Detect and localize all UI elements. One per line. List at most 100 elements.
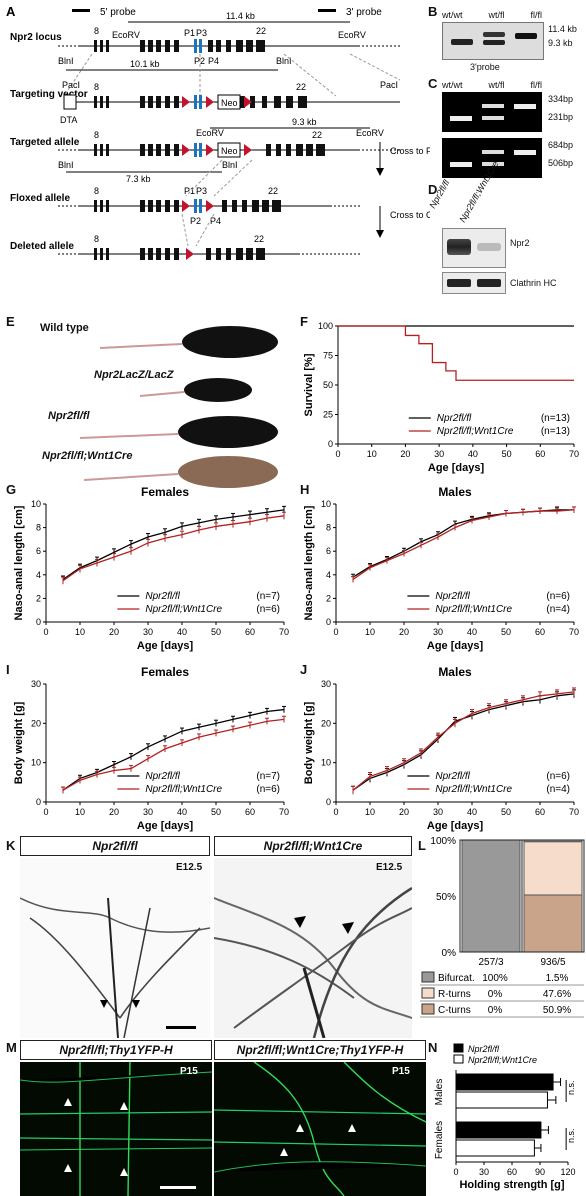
x-axis-label: Age [days] bbox=[137, 820, 194, 832]
cross-cre-label: Cross to Cre mice bbox=[390, 210, 430, 220]
mouse-label-flfl: Npr2fl/fl bbox=[48, 410, 90, 422]
legend-n: (n=13) bbox=[541, 426, 570, 437]
exon-8-label: 8 bbox=[94, 26, 99, 36]
lane-label: wt/fl bbox=[488, 80, 505, 90]
micro-image-k-1 bbox=[20, 858, 210, 1038]
targeted-ecorv-2: EcoRV bbox=[356, 128, 384, 138]
targeting-diagram: A 5' probe 3' probe Npr2 locus Targeting… bbox=[6, 4, 430, 260]
targeted-neo-label: Neo bbox=[221, 146, 238, 156]
cross-flp-label: Cross to FLPeR mice bbox=[390, 146, 430, 156]
bar bbox=[455, 1121, 542, 1139]
y-tick-label: 10 bbox=[31, 758, 41, 768]
table-value: 47.6% bbox=[543, 989, 571, 1000]
panel-m-letter: M bbox=[6, 1040, 17, 1055]
probe-5-label: 5' probe bbox=[100, 7, 136, 18]
x-tick-label: 70 bbox=[569, 627, 579, 637]
panel-f-letter: F bbox=[300, 314, 308, 329]
floxed-exon-22: 22 bbox=[268, 186, 278, 196]
sig-label: n.s. bbox=[566, 1128, 576, 1143]
size-label: 684bp bbox=[548, 140, 574, 150]
table-label: R-turns bbox=[438, 989, 471, 1000]
weight-males-chart: Males 0 10 20 30 40 50 60 70 0 10 20 30 Age [days] Bod… bbox=[303, 665, 579, 832]
row-label-targeted: Targeted allele bbox=[10, 137, 80, 148]
y-axis-label: Naso-anal length [cm] bbox=[13, 505, 25, 620]
panel-n-letter: N bbox=[428, 1040, 438, 1055]
table-label: Bifurcat. bbox=[438, 973, 475, 984]
survival-chart: 0 10 20 30 40 50 60 70 0 25 50 75 100 Age [days] Survi… bbox=[303, 321, 579, 474]
legend-n: (n=6) bbox=[546, 591, 570, 602]
targeted-blni-2: BlnI bbox=[222, 160, 238, 170]
stage-label: E12.5 bbox=[176, 862, 203, 873]
x-tick-label: 0 bbox=[43, 807, 48, 817]
pcr-gel-bottom bbox=[442, 138, 542, 178]
x-tick-label: 50 bbox=[211, 807, 221, 817]
group-label: Males bbox=[434, 1079, 445, 1106]
row-label-vector: Targeting vector bbox=[10, 89, 88, 100]
legend-label: Npr2fl/fl bbox=[437, 413, 472, 424]
micro-k-title-1: Npr2fl/fl bbox=[20, 836, 210, 856]
row-label-floxed: Floxed allele bbox=[10, 193, 70, 204]
x-tick-label: 60 bbox=[535, 807, 545, 817]
legend-swatch bbox=[453, 1043, 464, 1053]
blot-b-lanes: wt/wt wt/fl fl/fl bbox=[442, 10, 542, 20]
kb114-label: 11.4 kb bbox=[226, 11, 255, 21]
kb73-label: 7.3 kb bbox=[126, 174, 151, 184]
legend-label: Npr2fl/fl;Wnt1Cre bbox=[145, 784, 222, 795]
lane-label: wt/fl bbox=[488, 10, 505, 20]
x-tick-label: 50 bbox=[501, 807, 511, 817]
band-label: Clathrin HC bbox=[510, 278, 557, 288]
x-tick-label: 60 bbox=[507, 1167, 517, 1177]
row-label-deleted: Deleted allele bbox=[10, 241, 74, 252]
y-axis-label: Survival [%] bbox=[303, 353, 315, 416]
band-label: Npr2 bbox=[510, 238, 530, 248]
exon-22-label: 22 bbox=[256, 26, 266, 36]
x-tick-label: 120 bbox=[560, 1167, 575, 1177]
legend-label: Npr2fl/fl bbox=[435, 771, 470, 782]
x-tick-label: 0 bbox=[453, 1167, 458, 1177]
lane-label: fl/fl bbox=[530, 80, 542, 90]
legend-label: Npr2fl/fl;Wnt1Cre bbox=[468, 1055, 537, 1065]
micro-m-title-1: Npr2fl/fl;Thy1YFP-H bbox=[20, 1040, 212, 1060]
y-tick-label: 0 bbox=[36, 617, 41, 627]
paci-label: PacI bbox=[62, 80, 80, 90]
lane-label: wt/wt bbox=[442, 80, 463, 90]
legend-label: Npr2fl/fl;Wnt1Cre bbox=[145, 604, 222, 615]
x-tick-label: 50 bbox=[211, 627, 221, 637]
y-tick-label: 0 bbox=[36, 797, 41, 807]
mouse-label-lacz: Npr2LacZ/LacZ bbox=[94, 369, 174, 381]
panel-e-letter: E bbox=[6, 314, 15, 329]
table-value: 1.5% bbox=[546, 973, 569, 984]
dta-label: DTA bbox=[60, 115, 77, 125]
series-line bbox=[62, 718, 285, 791]
series-line bbox=[62, 509, 285, 581]
chart-title: Females bbox=[141, 485, 189, 499]
p3-label: P3 bbox=[196, 28, 207, 38]
length-males-chart: Males 0 10 20 30 40 50 60 70 0 2 4 6 8 10 Age [days] Nas… bbox=[303, 485, 579, 652]
x-tick-label: 0 bbox=[43, 627, 48, 637]
micro-image-k-2 bbox=[214, 858, 412, 1038]
x-tick-label: 60 bbox=[535, 627, 545, 637]
bar-count: 257/3 bbox=[478, 957, 503, 968]
x-tick-label: 0 bbox=[333, 807, 338, 817]
micro-image-m-2 bbox=[214, 1062, 426, 1196]
targeted-ecorv: EcoRV bbox=[196, 128, 224, 138]
x-tick-label: 10 bbox=[365, 807, 375, 817]
turning-chart: 0%50%100%fl/fl257/3fl/fl Cre936/5Bifurca… bbox=[420, 836, 585, 1018]
series-line bbox=[352, 509, 575, 581]
ecorv-label-2: EcoRV bbox=[338, 30, 366, 40]
panel-j-letter: J bbox=[300, 662, 308, 677]
legend-label: Npr2fl/fl bbox=[468, 1044, 500, 1054]
panel-c-letter: C bbox=[428, 76, 438, 91]
x-tick-label: 10 bbox=[365, 627, 375, 637]
targeted-exon-8: 8 bbox=[94, 130, 99, 140]
panel-l-letter: L bbox=[418, 838, 426, 853]
mouse-label-cre: Npr2fl/fl;Wnt1Cre bbox=[42, 450, 133, 462]
y-tick-label: 4 bbox=[36, 570, 41, 580]
micro-image-m-1 bbox=[20, 1062, 212, 1196]
y-tick-label: 50% bbox=[436, 892, 456, 903]
stage-label: P15 bbox=[392, 1066, 410, 1077]
legend-n: (n=6) bbox=[546, 771, 570, 782]
lane-label: fl/fl bbox=[530, 10, 542, 20]
western-clathrin-image bbox=[442, 272, 506, 294]
bar bbox=[455, 1091, 548, 1109]
